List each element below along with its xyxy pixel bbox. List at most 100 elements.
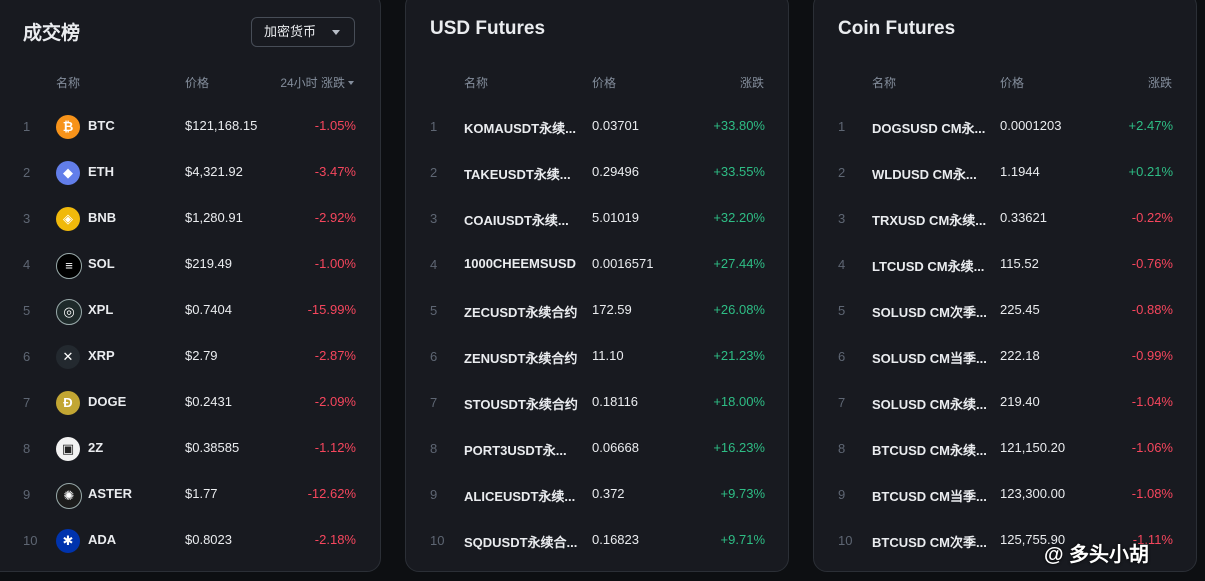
table-row[interactable]: 3 ◈ BNB $1,280.91 -2.92% — [0, 199, 380, 239]
change-value: -0.88% — [1131, 302, 1173, 317]
symbol-name[interactable]: ALICEUSDT永续... — [464, 489, 576, 504]
column-header-name: 名称 — [56, 76, 81, 90]
symbol-name[interactable]: PORT3USDT永... — [464, 443, 567, 458]
table-row[interactable]: 1 DOGSUSD CM永... 0.0001203 +2.47% — [814, 107, 1196, 147]
table-row[interactable]: 8 BTCUSD CM永续... 121,150.20 -1.06% — [814, 429, 1196, 469]
symbol-name[interactable]: BTCUSD CM永续... — [872, 443, 986, 458]
column-header-name: 名称 — [872, 76, 897, 90]
rank-number: 2 — [23, 165, 31, 180]
column-header-24h-change[interactable]: 24小时 涨跌 — [280, 74, 354, 91]
table-row[interactable]: 6 ✕ XRP $2.79 -2.87% — [0, 337, 380, 377]
price-value: 125,755.90 — [1000, 532, 1066, 547]
price-value: $1,280.91 — [185, 210, 243, 225]
symbol-name[interactable]: 1000CHEEMSUSD — [464, 256, 576, 271]
table-row[interactable]: 1 ₿ BTC $121,168.15 -1.05% — [0, 107, 380, 147]
symbol-name[interactable]: TRXUSD CM永续... — [872, 213, 986, 228]
price-value: $0.7404 — [185, 302, 232, 317]
table-row[interactable]: 4 1000CHEEMSUSD 0.0016571 +27.44% — [406, 245, 788, 285]
volume-leaderboard-panel: 成交榜 加密货币 名称 价格 24小时 涨跌 1 ₿ BTC $121,168.15 -… — [0, 0, 381, 572]
price-value: 0.16823 — [592, 532, 639, 547]
table-row[interactable]: 8 ▣ 2Z $0.38585 -1.12% — [0, 429, 380, 469]
change-value: -2.18% — [314, 532, 356, 547]
symbol-name[interactable]: SOL — [88, 256, 115, 271]
change-value: -1.11% — [1132, 532, 1173, 547]
change-value: -0.76% — [1131, 256, 1173, 271]
symbol-name[interactable]: DOGSUSD CM永... — [872, 121, 986, 136]
symbol-name[interactable]: ETH — [88, 164, 114, 179]
symbol-name[interactable]: BTC — [88, 118, 115, 133]
category-dropdown[interactable]: 加密货币 — [251, 17, 355, 47]
change-value: -0.22% — [1131, 210, 1173, 225]
symbol-name[interactable]: KOMAUSDT永续... — [464, 121, 576, 136]
symbol-name[interactable]: LTCUSD CM永续... — [872, 259, 985, 274]
symbol-name[interactable]: SOLUSD CM次季... — [872, 305, 986, 320]
symbol-name[interactable]: 2Z — [88, 440, 104, 455]
rank-number: 1 — [23, 119, 31, 134]
price-value: $0.8023 — [185, 532, 232, 547]
symbol-name[interactable]: ASTER — [88, 486, 133, 501]
table-row[interactable]: 7 STOUSDT永续合约 0.18116 +18.00% — [406, 383, 788, 423]
table-row[interactable]: 4 ≡ SOL $219.49 -1.00% — [0, 245, 380, 285]
table-row[interactable]: 3 TRXUSD CM永续... 0.33621 -0.22% — [814, 199, 1196, 239]
price-value: $0.38585 — [185, 440, 240, 455]
symbol-name[interactable]: BTCUSD CM当季... — [872, 489, 986, 504]
price-value: 219.40 — [1000, 394, 1040, 409]
price-value: 123,300.00 — [1000, 486, 1066, 501]
table-row[interactable]: 5 ◎ XPL $0.7404 -15.99% — [0, 291, 380, 331]
symbol-name[interactable]: ZECUSDT永续合约 — [464, 305, 578, 320]
rank-number: 4 — [838, 257, 846, 272]
column-header-price: 价格 — [185, 76, 210, 90]
table-row[interactable]: 9 ✺ ASTER $1.77 -12.62% — [0, 475, 380, 515]
symbol-name[interactable]: STOUSDT永续合约 — [464, 397, 578, 412]
table-row[interactable]: 2 TAKEUSDT永续... 0.29496 +33.55% — [406, 153, 788, 193]
table-row[interactable]: 7 SOLUSD CM永续... 219.40 -1.04% — [814, 383, 1196, 423]
symbol-name[interactable]: COAIUSDT永续... — [464, 213, 569, 228]
change-value: +32.20% — [713, 210, 765, 225]
table-row[interactable]: 1 KOMAUSDT永续... 0.03701 +33.80% — [406, 107, 788, 147]
symbol-name[interactable]: BTCUSD CM次季... — [872, 535, 986, 550]
symbol-name[interactable]: XRP — [88, 348, 115, 363]
rank-number: 8 — [23, 441, 31, 456]
table-row[interactable]: 10 SQDUSDT永续合... 0.16823 +9.71% — [406, 521, 788, 561]
table-row[interactable]: 2 WLDUSD CM永... 1.1944 +0.21% — [814, 153, 1196, 193]
symbol-name[interactable]: XPL — [88, 302, 114, 317]
symbol-name[interactable]: TAKEUSDT永续... — [464, 167, 571, 182]
table-row[interactable]: 3 COAIUSDT永续... 5.01019 +32.20% — [406, 199, 788, 239]
symbol-name[interactable]: WLDUSD CM永... — [872, 167, 977, 182]
table-row[interactable]: 9 BTCUSD CM当季... 123,300.00 -1.08% — [814, 475, 1196, 515]
rank-number: 7 — [430, 395, 438, 410]
table-row[interactable]: 10 ✱ ADA $0.8023 -2.18% — [0, 521, 380, 561]
price-value: 0.0001203 — [1000, 118, 1062, 133]
change-value: -3.47% — [314, 164, 356, 179]
symbol-name[interactable]: ZENUSDT永续合约 — [464, 351, 578, 366]
table-row[interactable]: 7 Ð DOGE $0.2431 -2.09% — [0, 383, 380, 423]
rank-number: 8 — [838, 441, 846, 456]
symbol-name[interactable]: BNB — [88, 210, 117, 225]
price-value: 0.03701 — [592, 118, 639, 133]
symbol-name[interactable]: ADA — [88, 532, 117, 547]
rank-number: 10 — [430, 533, 445, 548]
table-row[interactable]: 10 BTCUSD CM次季... 125,755.90 -1.11% — [814, 521, 1196, 561]
symbol-name[interactable]: SQDUSDT永续合... — [464, 535, 578, 550]
table-row[interactable]: 6 ZENUSDT永续合约 11.10 +21.23% — [406, 337, 788, 377]
table-row[interactable]: 8 PORT3USDT永... 0.06668 +16.23% — [406, 429, 788, 469]
table-row[interactable]: 5 SOLUSD CM次季... 225.45 -0.88% — [814, 291, 1196, 331]
rank-number: 5 — [430, 303, 438, 318]
symbol-name[interactable]: SOLUSD CM永续... — [872, 397, 986, 412]
symbol-name[interactable]: DOGE — [88, 394, 127, 409]
sort-caret-icon — [348, 81, 354, 85]
table-row[interactable]: 2 ◆ ETH $4,321.92 -3.47% — [0, 153, 380, 193]
symbol-name[interactable]: SOLUSD CM当季... — [872, 351, 986, 366]
change-value: -1.12% — [314, 440, 356, 455]
column-header-change: 涨跌 — [739, 76, 764, 90]
panel-title: Coin Futures — [838, 18, 956, 39]
column-header-change: 涨跌 — [1147, 76, 1172, 90]
price-value: $219.49 — [185, 256, 232, 271]
change-value: +21.23% — [713, 348, 765, 363]
table-row[interactable]: 6 SOLUSD CM当季... 222.18 -0.99% — [814, 337, 1196, 377]
table-row[interactable]: 4 LTCUSD CM永续... 115.52 -0.76% — [814, 245, 1196, 285]
table-row[interactable]: 9 ALICEUSDT永续... 0.372 +9.73% — [406, 475, 788, 515]
xpl-icon: ◎ — [56, 299, 82, 325]
table-row[interactable]: 5 ZECUSDT永续合约 172.59 +26.08% — [406, 291, 788, 331]
rank-number: 1 — [430, 119, 438, 134]
